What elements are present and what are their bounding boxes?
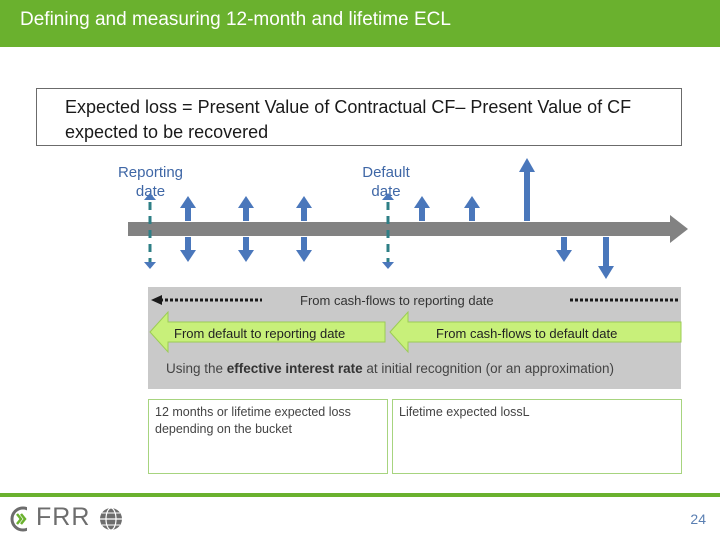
- down-arrow: [180, 237, 196, 262]
- lifetime-text: Lifetime expected lossL: [399, 405, 530, 419]
- page-number: 24: [690, 511, 706, 527]
- default-to-reporting-label: From default to reporting date: [174, 326, 346, 341]
- lifetime-box: Lifetime expected lossL: [392, 399, 682, 474]
- green-arrow-cash-flows-to-default: [389, 310, 682, 354]
- reporting-date-marker: [144, 193, 156, 269]
- twelve-month-box: 12 months or lifetime expected loss depe…: [148, 399, 388, 474]
- down-arrow: [296, 237, 312, 262]
- logo-graphic: [10, 506, 122, 532]
- up-arrow: [464, 196, 480, 221]
- cash-flows-to-reporting-label: From cash-flows to reporting date: [300, 293, 494, 308]
- logo-text: FRR: [36, 503, 91, 531]
- cash-flows-to-default-label: From cash-flows to default date: [436, 326, 618, 341]
- up-arrow: [238, 196, 254, 221]
- up-arrow: [414, 196, 430, 221]
- footer-divider: [0, 493, 720, 497]
- cfrr-logo: FRR: [10, 503, 130, 535]
- eir-suffix: at initial recognition (or an approximat…: [362, 361, 614, 376]
- down-arrow-tall: [598, 237, 614, 279]
- green-arrow-default-to-reporting: [149, 310, 386, 354]
- cash-flow-up-arrows: [180, 158, 535, 221]
- globe-icon: [100, 507, 122, 531]
- twelve-month-text: 12 months or lifetime expected loss depe…: [155, 405, 351, 436]
- eir-bold: effective interest rate: [226, 361, 363, 376]
- default-date-marker: [382, 193, 394, 269]
- cash-flow-down-arrows: [180, 237, 614, 279]
- up-arrow: [296, 196, 312, 221]
- formula-text: Expected loss = Present Value of Contrac…: [65, 97, 632, 142]
- header-bar: Defining and measuring 12-month and life…: [0, 0, 720, 47]
- down-arrow: [238, 237, 254, 262]
- timeline-arrow: [128, 215, 688, 243]
- up-arrow: [180, 196, 196, 221]
- default-date-label: Default date: [362, 164, 410, 200]
- eir-prefix: Using the: [166, 361, 227, 376]
- slide-title: Defining and measuring 12-month and life…: [20, 9, 451, 30]
- formula-box: Expected loss = Present Value of Contrac…: [36, 88, 682, 146]
- eir-note: Using the effective interest rate at ini…: [166, 361, 614, 376]
- up-arrow-tall: [519, 158, 535, 221]
- reporting-date-label: Reporting date: [117, 164, 184, 200]
- dotted-arrow-left: [151, 295, 262, 305]
- down-arrow: [556, 237, 572, 262]
